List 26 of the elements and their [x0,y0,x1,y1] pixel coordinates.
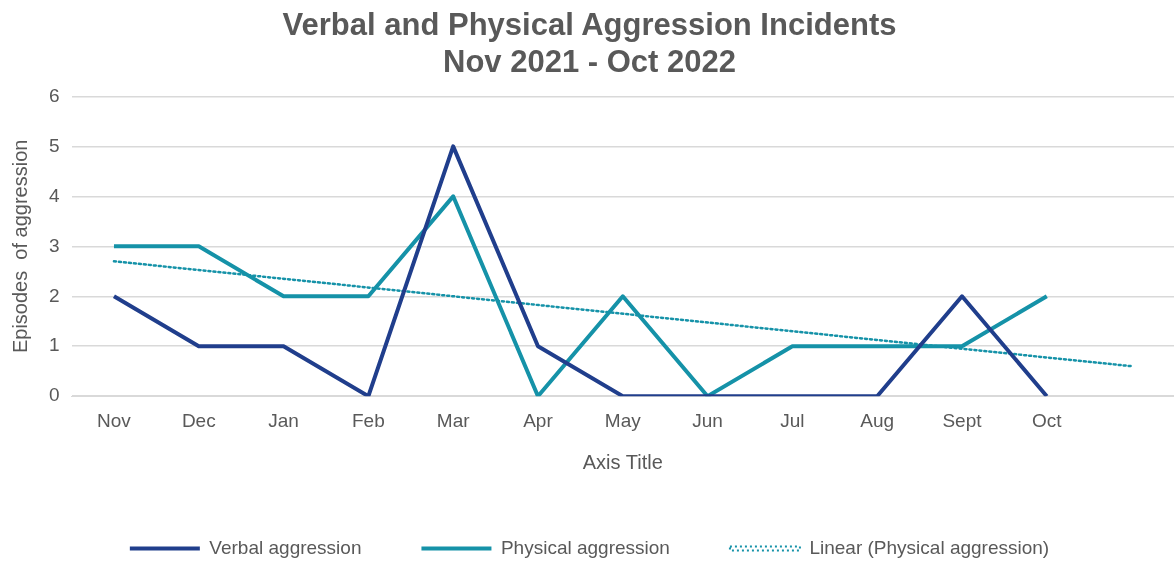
x-axis-title: Axis Title [582,450,663,473]
x-tick-label: May [604,409,642,431]
y-tick-label: 0 [48,384,60,406]
y-axis-title: Episodes of aggression [8,139,31,354]
x-tick-label: Jul [780,409,805,431]
y-tick-label: 3 [48,234,60,256]
x-tick-label: Oct [1032,409,1063,431]
legend-label: Physical aggression [500,536,670,558]
x-tick-label: Sept [942,409,983,431]
y-tick-label: 5 [48,134,60,156]
x-tick-label: Nov [97,409,132,431]
y-tick-label: 2 [48,284,60,306]
x-tick-label: Dec [181,409,216,431]
text: Verbal and Physical Aggression Incidents [282,7,897,43]
x-tick-label: Jan [268,409,299,431]
x-tick-label: Aug [860,409,895,431]
legend-label: Linear (Physical aggression) [809,536,1050,558]
text: Nov 2021 - Oct 2022 [443,44,736,80]
x-tick-label: Apr [523,409,554,431]
legend-label: Verbal aggression [209,536,362,558]
y-tick-label: 1 [48,334,60,356]
x-tick-label: Feb [352,409,385,431]
x-tick-label: Jun [692,409,723,431]
y-tick-label: 6 [48,84,60,106]
x-tick-label: Mar [436,409,471,431]
y-tick-label: 4 [48,184,60,206]
